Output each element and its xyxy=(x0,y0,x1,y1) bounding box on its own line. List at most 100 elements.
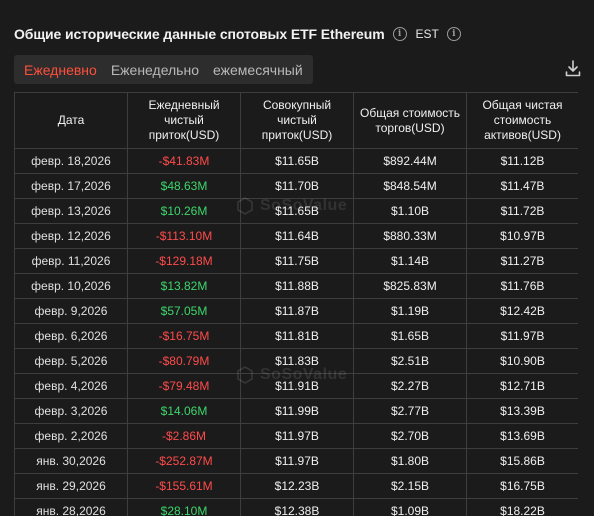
date-cell: февр. 11,2026 xyxy=(14,248,128,274)
table-row[interactable]: февр. 2,2026 -$2.86M $11.97B $2.70B $13.69B xyxy=(14,423,578,449)
net-assets-cell: $12.71B xyxy=(466,373,578,399)
table-row[interactable]: февр. 18,2026 -$41.83M $11.65B $892.44M $11.… xyxy=(14,148,578,174)
column-header-daily-inflow[interactable]: Ежедневный чистый приток(USD) xyxy=(127,92,241,149)
date-cell: февр. 12,2026 xyxy=(14,223,128,249)
cumulative-inflow-cell: $11.87B xyxy=(240,298,354,324)
tab-monthly[interactable]: ежемесячный xyxy=(213,61,303,78)
table-row[interactable]: февр. 4,2026 -$79.48M $11.91B $2.27B $12.71B xyxy=(14,373,578,399)
cumulative-inflow-cell: $11.97B xyxy=(240,448,354,474)
table-row[interactable]: февр. 12,2026 -$113.10M $11.64B $880.33M $10… xyxy=(14,223,578,249)
net-assets-cell: $11.72B xyxy=(466,198,578,224)
cumulative-inflow-cell: $11.64B xyxy=(240,223,354,249)
cumulative-inflow-cell: $11.65B xyxy=(240,198,354,224)
table-row[interactable]: янв. 28,2026 $28.10M $12.38B $1.09B $18.22B xyxy=(14,498,578,516)
daily-inflow-cell: -$41.83M xyxy=(127,148,241,174)
net-assets-cell: $10.97B xyxy=(466,223,578,249)
trade-value-cell: $848.54M xyxy=(353,173,467,199)
date-cell: янв. 30,2026 xyxy=(14,448,128,474)
trade-value-cell: $1.10B xyxy=(353,198,467,224)
daily-inflow-cell: $14.06M xyxy=(127,398,241,424)
cumulative-inflow-cell: $11.70B xyxy=(240,173,354,199)
table-row[interactable]: февр. 17,2026 $48.63M $11.70B $848.54M $11.4… xyxy=(14,173,578,199)
column-header-date[interactable]: Дата xyxy=(14,92,128,149)
date-cell: февр. 2,2026 xyxy=(14,423,128,449)
daily-inflow-cell: -$129.18M xyxy=(127,248,241,274)
period-tabs: Ежедневно Еженедельно ежемесячный xyxy=(14,55,313,84)
trade-value-cell: $2.15B xyxy=(353,473,467,499)
cumulative-inflow-cell: $11.75B xyxy=(240,248,354,274)
table-header-row: Дата Ежедневный чистый приток(USD) Совок… xyxy=(14,92,578,149)
daily-inflow-cell: $57.05M xyxy=(127,298,241,324)
timezone-label: EST xyxy=(415,27,439,41)
info-icon[interactable]: i xyxy=(446,27,461,41)
date-cell: февр. 13,2026 xyxy=(14,198,128,224)
cumulative-inflow-cell: $11.83B xyxy=(240,348,354,374)
tab-weekly[interactable]: Еженедельно xyxy=(110,61,199,78)
table-row[interactable]: янв. 29,2026 -$155.61M $12.23B $2.15B $16.75… xyxy=(14,473,578,499)
net-assets-cell: $11.76B xyxy=(466,273,578,299)
daily-inflow-cell: $28.10M xyxy=(127,498,241,516)
net-assets-cell: $11.97B xyxy=(466,323,578,349)
tab-daily[interactable]: Ежедневно xyxy=(24,61,97,78)
net-assets-cell: $18.22B xyxy=(466,498,578,516)
daily-inflow-cell: $10.26M xyxy=(127,198,241,224)
date-cell: февр. 6,2026 xyxy=(14,323,128,349)
table-row[interactable]: февр. 5,2026 -$80.79M $11.83B $2.51B $10.90B xyxy=(14,348,578,374)
cumulative-inflow-cell: $11.65B xyxy=(240,148,354,174)
table-row[interactable]: февр. 9,2026 $57.05M $11.87B $1.19B $12.42B xyxy=(14,298,578,324)
trade-value-cell: $1.80B xyxy=(353,448,467,474)
cumulative-inflow-cell: $11.88B xyxy=(240,273,354,299)
cumulative-inflow-cell: $12.38B xyxy=(240,498,354,516)
date-cell: февр. 5,2026 xyxy=(14,348,128,374)
trade-value-cell: $1.19B xyxy=(353,298,467,324)
download-icon[interactable] xyxy=(565,60,581,77)
table-row[interactable]: янв. 30,2026 -$252.87M $11.97B $1.80B $15.86… xyxy=(14,448,578,474)
table-row[interactable]: февр. 3,2026 $14.06M $11.99B $2.77B $13.39B xyxy=(14,398,578,424)
cumulative-inflow-cell: $11.91B xyxy=(240,373,354,399)
cumulative-inflow-cell: $12.23B xyxy=(240,473,354,499)
date-cell: февр. 3,2026 xyxy=(14,398,128,424)
daily-inflow-cell: $48.63M xyxy=(127,173,241,199)
etf-data-table: Дата Ежедневный чистый приток(USD) Совок… xyxy=(14,92,578,516)
date-cell: февр. 4,2026 xyxy=(14,373,128,399)
trade-value-cell: $1.14B xyxy=(353,248,467,274)
panel-header: Общие исторические данные спотовых ETF E… xyxy=(14,24,461,44)
column-header-cumulative-inflow[interactable]: Совокупный чистый приток(USD) xyxy=(240,92,354,149)
net-assets-cell: $11.12B xyxy=(466,148,578,174)
trade-value-cell: $1.09B xyxy=(353,498,467,516)
net-assets-cell: $10.90B xyxy=(466,348,578,374)
trade-value-cell: $892.44M xyxy=(353,148,467,174)
cumulative-inflow-cell: $11.99B xyxy=(240,398,354,424)
page-title: Общие исторические данные спотовых ETF E… xyxy=(14,26,385,42)
info-icon[interactable]: i xyxy=(392,27,407,41)
date-cell: февр. 9,2026 xyxy=(14,298,128,324)
trade-value-cell: $825.83M xyxy=(353,273,467,299)
net-assets-cell: $13.39B xyxy=(466,398,578,424)
net-assets-cell: $11.27B xyxy=(466,248,578,274)
daily-inflow-cell: -$155.61M xyxy=(127,473,241,499)
table-row[interactable]: февр. 13,2026 $10.26M $11.65B $1.10B $11.72B xyxy=(14,198,578,224)
column-header-net-assets[interactable]: Общая чистая стоимость активов(USD) xyxy=(466,92,578,149)
daily-inflow-cell: -$80.79M xyxy=(127,348,241,374)
daily-inflow-cell: -$16.75M xyxy=(127,323,241,349)
trade-value-cell: $2.51B xyxy=(353,348,467,374)
net-assets-cell: $11.47B xyxy=(466,173,578,199)
etf-data-table-container[interactable]: Дата Ежедневный чистый приток(USD) Совок… xyxy=(14,92,578,516)
net-assets-cell: $12.42B xyxy=(466,298,578,324)
daily-inflow-cell: -$113.10M xyxy=(127,223,241,249)
table-row[interactable]: февр. 10,2026 $13.82M $11.88B $825.83M $11.7… xyxy=(14,273,578,299)
table-row[interactable]: февр. 6,2026 -$16.75M $11.81B $1.65B $11.97B xyxy=(14,323,578,349)
daily-inflow-cell: -$252.87M xyxy=(127,448,241,474)
daily-inflow-cell: -$79.48M xyxy=(127,373,241,399)
trade-value-cell: $2.70B xyxy=(353,423,467,449)
cumulative-inflow-cell: $11.97B xyxy=(240,423,354,449)
table-row[interactable]: февр. 11,2026 -$129.18M $11.75B $1.14B $11.2… xyxy=(14,248,578,274)
net-assets-cell: $16.75B xyxy=(466,473,578,499)
net-assets-cell: $13.69B xyxy=(466,423,578,449)
daily-inflow-cell: -$2.86M xyxy=(127,423,241,449)
date-cell: янв. 28,2026 xyxy=(14,498,128,516)
trade-value-cell: $880.33M xyxy=(353,223,467,249)
column-header-trade-value[interactable]: Общая стоимость торгов(USD) xyxy=(353,92,467,149)
date-cell: февр. 10,2026 xyxy=(14,273,128,299)
